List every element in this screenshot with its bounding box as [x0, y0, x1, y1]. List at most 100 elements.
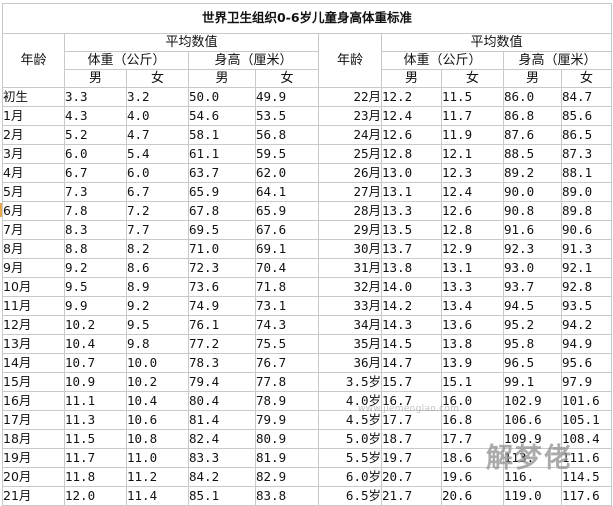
cell[interactable]: 94.2 [561, 315, 612, 335]
cell[interactable]: 31月 [318, 258, 382, 278]
cell[interactable]: 8.9 [126, 277, 189, 297]
cell[interactable]: 13.9 [441, 353, 504, 373]
cell[interactable]: 86.0 [503, 87, 562, 107]
cell[interactable]: 67.8 [188, 201, 256, 221]
cell[interactable]: 74.3 [255, 315, 319, 335]
cell[interactable]: 94.5 [503, 296, 562, 316]
cell[interactable]: 14.7 [381, 353, 442, 373]
cell[interactable]: 119.0 [503, 486, 562, 506]
cell[interactable]: 77.8 [255, 372, 319, 392]
cell[interactable]: 89.8 [561, 201, 612, 221]
cell[interactable]: 10.8 [126, 429, 189, 449]
cell[interactable]: 8.3 [64, 220, 127, 240]
cell[interactable]: 73.6 [188, 277, 256, 297]
cell[interactable]: 92.1 [561, 258, 612, 278]
cell[interactable]: 78.3 [188, 353, 256, 373]
cell[interactable]: 90.0 [503, 182, 562, 202]
cell[interactable]: 13.3 [441, 277, 504, 297]
cell[interactable]: 19月 [2, 448, 65, 468]
cell[interactable]: 83.3 [188, 448, 256, 468]
cell[interactable]: 114.5 [561, 467, 612, 487]
cell[interactable]: 86.5 [561, 125, 612, 145]
cell[interactable]: 58.1 [188, 125, 256, 145]
cell[interactable]: 10.4 [64, 334, 127, 354]
cell[interactable]: 10.7 [64, 353, 127, 373]
weight-header-left[interactable]: 体重（公斤） [64, 51, 189, 70]
cell[interactable]: 14.2 [381, 296, 442, 316]
cell[interactable]: 10月 [2, 277, 65, 297]
cell[interactable]: 11.0 [126, 448, 189, 468]
cell[interactable]: 86.8 [503, 106, 562, 126]
cell[interactable]: 1月 [2, 106, 65, 126]
cell[interactable]: 13.3 [381, 201, 442, 221]
cell[interactable]: 12.9 [441, 239, 504, 259]
cell[interactable]: 9.2 [126, 296, 189, 316]
cell[interactable]: 89.2 [503, 163, 562, 183]
cell[interactable]: 7.8 [64, 201, 127, 221]
cell[interactable]: 10.4 [126, 391, 189, 411]
cell[interactable]: 76.7 [255, 353, 319, 373]
cell[interactable]: 6月 [2, 201, 65, 221]
male-header[interactable]: 男 [188, 69, 256, 88]
cell[interactable]: 14.0 [381, 277, 442, 297]
cell[interactable]: 10.0 [126, 353, 189, 373]
male-header[interactable]: 男 [381, 69, 442, 88]
cell[interactable]: 81.4 [188, 410, 256, 430]
cell[interactable]: 82.4 [188, 429, 256, 449]
cell[interactable]: 85.1 [188, 486, 256, 506]
cell[interactable]: 5.2 [64, 125, 127, 145]
cell[interactable]: 19.7 [381, 448, 442, 468]
cell[interactable]: 12.4 [441, 182, 504, 202]
cell[interactable]: 91.3 [561, 239, 612, 259]
cell[interactable]: 69.5 [188, 220, 256, 240]
cell[interactable]: 20.6 [441, 486, 504, 506]
cell[interactable]: 34月 [318, 315, 382, 335]
cell[interactable]: 4.7 [126, 125, 189, 145]
cell[interactable]: 3月 [2, 144, 65, 164]
cell[interactable]: 89.0 [561, 182, 612, 202]
cell[interactable]: 4.3 [64, 106, 127, 126]
cell[interactable]: 6.5岁 [318, 486, 382, 506]
cell[interactable]: 11.7 [64, 448, 127, 468]
cell[interactable]: 12.3 [441, 163, 504, 183]
cell[interactable]: 11.3 [64, 410, 127, 430]
cell[interactable]: 8.2 [126, 239, 189, 259]
cell[interactable]: 5月 [2, 182, 65, 202]
cell[interactable]: 80.9 [255, 429, 319, 449]
cell[interactable]: 13.0 [381, 163, 442, 183]
cell[interactable]: 78.9 [255, 391, 319, 411]
cell[interactable]: 33月 [318, 296, 382, 316]
female-header[interactable]: 女 [561, 69, 612, 88]
cell[interactable]: 12月 [2, 315, 65, 335]
cell[interactable]: 87.6 [503, 125, 562, 145]
cell[interactable]: 84.7 [561, 87, 612, 107]
age-header-left[interactable]: 年龄 [2, 33, 65, 88]
cell[interactable]: 22月 [318, 87, 382, 107]
cell[interactable]: 14.5 [381, 334, 442, 354]
cell[interactable]: 101.6 [561, 391, 612, 411]
cell[interactable]: 9.9 [64, 296, 127, 316]
cell[interactable]: 4.0 [126, 106, 189, 126]
cell[interactable]: 76.1 [188, 315, 256, 335]
cell[interactable]: 49.9 [255, 87, 319, 107]
cell[interactable]: 95.2 [503, 315, 562, 335]
table-title[interactable]: 世界卫生组织0-6岁儿童身高体重标准 [2, 3, 612, 34]
cell[interactable]: 26月 [318, 163, 382, 183]
female-header[interactable]: 女 [255, 69, 319, 88]
cell[interactable]: 12.6 [381, 125, 442, 145]
cell[interactable]: 11.7 [441, 106, 504, 126]
cell[interactable]: 108.4 [561, 429, 612, 449]
cell[interactable]: 50.0 [188, 87, 256, 107]
cell[interactable]: 10.6 [126, 410, 189, 430]
cell[interactable]: 29月 [318, 220, 382, 240]
cell[interactable]: 96.5 [503, 353, 562, 373]
age-header-right[interactable]: 年龄 [318, 33, 382, 88]
cell[interactable]: 105.1 [561, 410, 612, 430]
cell[interactable]: 84.2 [188, 467, 256, 487]
cell[interactable]: 87.3 [561, 144, 612, 164]
cell[interactable]: 11.1 [64, 391, 127, 411]
cell[interactable]: 74.9 [188, 296, 256, 316]
cell[interactable]: 13.8 [381, 258, 442, 278]
cell[interactable]: 5.0岁 [318, 429, 382, 449]
cell[interactable]: 21.7 [381, 486, 442, 506]
